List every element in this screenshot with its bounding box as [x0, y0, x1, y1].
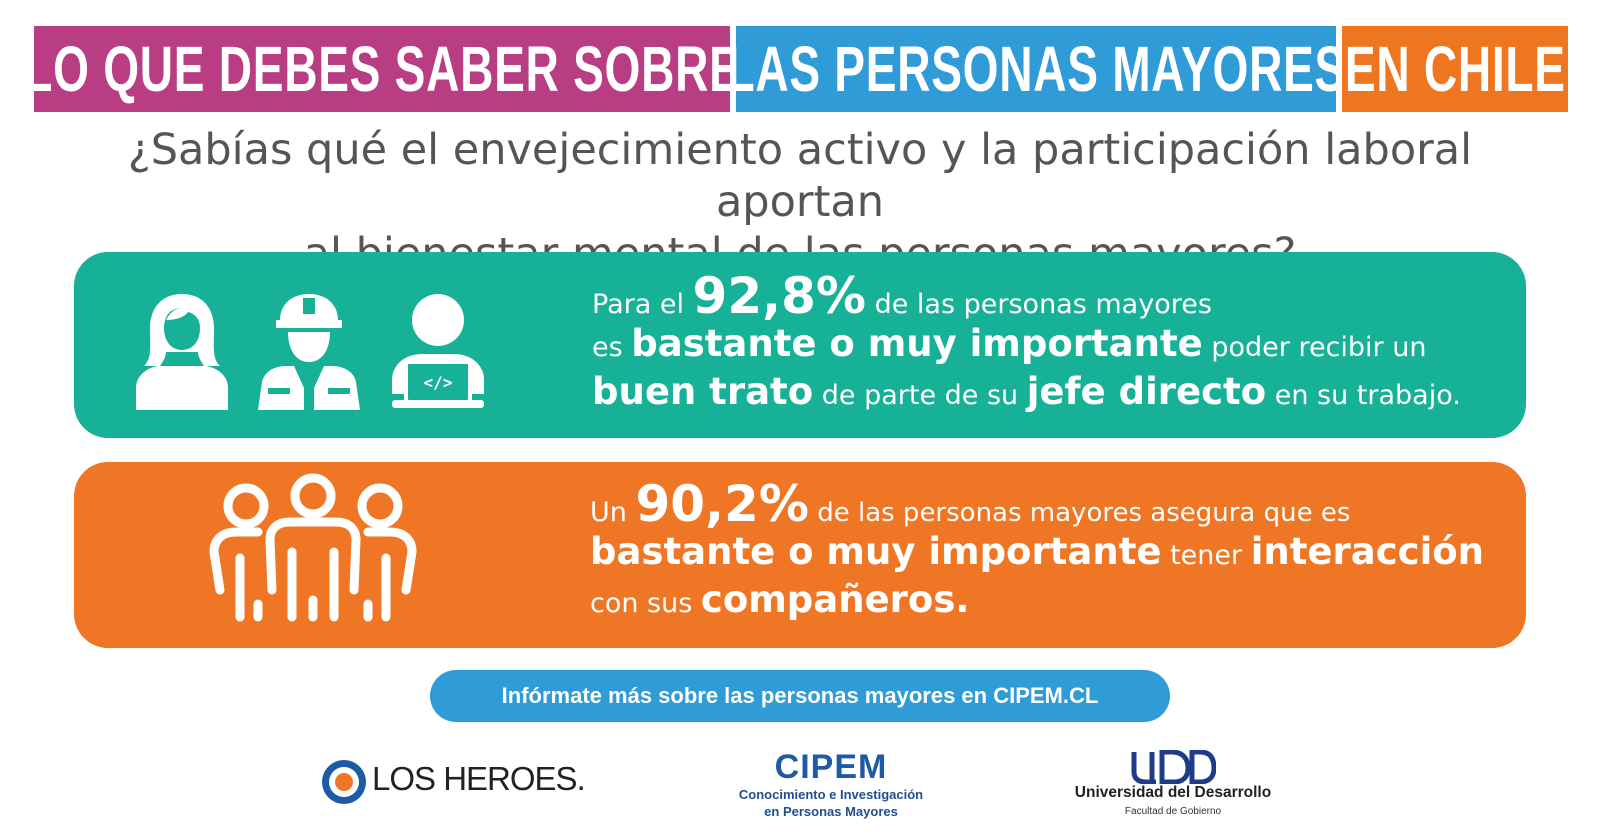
stat1-t4: poder recibir un — [1202, 332, 1427, 363]
stat2-b1: bastante o muy importante — [590, 530, 1162, 573]
stat1-b3: jefe directo — [1026, 370, 1267, 413]
stat1-t2: de las personas mayores — [866, 289, 1212, 320]
stat2-text: Un 90,2% de las personas mayores asegura… — [590, 479, 1485, 624]
cipem-subtitle-line-2: en Personas Mayores — [764, 804, 898, 819]
banner-part-2: LAS PERSONAS MAYORES — [736, 26, 1336, 112]
stat2-b2: interacción — [1250, 530, 1485, 573]
cipem-link-button[interactable]: Infórmate más sobre las personas mayores… — [430, 670, 1170, 722]
stat1-t6: en su trabajo. — [1266, 380, 1461, 411]
worker-icon — [258, 294, 360, 410]
stat1-b1: bastante o muy importante — [631, 322, 1203, 365]
stat2-value: 90,2% — [635, 475, 809, 533]
cipem-subtitle-line-1: Conocimiento e Investigación — [738, 787, 924, 802]
stat1-t1: Para el — [592, 289, 693, 320]
banner-part-1: LO QUE DEBES SABER SOBRE — [34, 26, 730, 112]
banner-text-1: LO QUE DEBES SABER SOBRE — [34, 33, 730, 105]
stat2-t3: tener — [1161, 540, 1251, 571]
stat2-b3: compañeros. — [700, 578, 970, 621]
woman-icon — [136, 294, 228, 410]
banner-text-3: EN CHILE — [1344, 33, 1566, 105]
stat1-t5: de parte de su — [813, 380, 1027, 411]
los-heroes-logo: LOS HEROES. — [372, 760, 586, 797]
group-icon — [209, 473, 417, 622]
stat1-b2: buen trato — [592, 370, 814, 413]
udd-logo: Universidad del Desarrollo — [1074, 784, 1272, 801]
udd-faculty: Facultad de Gobierno — [1124, 806, 1222, 817]
svg-text:</>: </> — [424, 373, 453, 392]
stat1-text: Para el 92,8% de las personas mayores es… — [592, 271, 1461, 416]
udd-logo-icon — [1131, 750, 1216, 784]
stat1-value: 92,8% — [692, 267, 867, 325]
stat2-t2: de las personas mayores asegura que es — [808, 498, 1351, 528]
stat1-t3: es — [592, 332, 632, 363]
programmer-icon: </> — [392, 294, 484, 408]
banner-text-2: LAS PERSONAS MAYORES — [736, 33, 1336, 105]
los-heroes-logo-icon — [322, 760, 366, 804]
stat-panel-coworkers: Un 90,2% de las personas mayores asegura… — [74, 462, 1526, 648]
subtitle-line-1: ¿Sabías qué el envejecimiento activo y l… — [127, 125, 1473, 227]
stat2-t1: Un — [590, 497, 636, 528]
stat-panel-boss: </> Para el 92,8% de las personas mayore… — [74, 252, 1526, 438]
stat2-t4: con sus — [590, 588, 701, 619]
banner-part-3: EN CHILE — [1342, 26, 1568, 112]
cipem-subtitle: Conocimiento e Investigación en Personas… — [700, 786, 962, 820]
cipem-logo: CIPEM — [774, 748, 888, 786]
